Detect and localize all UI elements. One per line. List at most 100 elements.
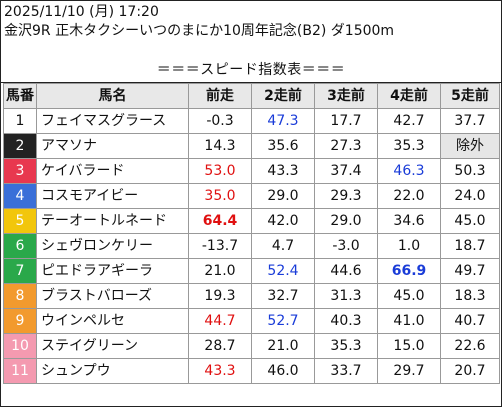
table-row: 2 アマソナ 14.3 35.6 27.3 35.3 除外 bbox=[3, 133, 500, 159]
speed-index-cell: 35.0 bbox=[188, 183, 252, 209]
table-row: 8 ブラストバローズ 19.3 32.7 31.3 45.0 18.3 bbox=[3, 283, 500, 309]
horse-number: 3 bbox=[3, 158, 37, 184]
speed-index-cell: 19.3 bbox=[188, 283, 252, 309]
speed-index-cell: -13.7 bbox=[188, 233, 252, 259]
speed-index-cell: 40.3 bbox=[314, 308, 378, 334]
speed-index-cell: 41.0 bbox=[377, 308, 441, 334]
speed-index-cell: -0.3 bbox=[188, 108, 252, 134]
horse-name: テーオートルネード bbox=[36, 208, 189, 234]
table-subtitle: ＝＝＝スピード指数表＝＝＝ bbox=[156, 62, 346, 78]
speed-index-cell: 50.3 bbox=[440, 158, 500, 184]
speed-index-cell: 33.7 bbox=[314, 358, 378, 384]
speed-index-cell: 24.0 bbox=[440, 183, 500, 209]
speed-index-cell: 49.7 bbox=[440, 258, 500, 284]
horse-number: 2 bbox=[3, 133, 37, 159]
speed-index-cell: 47.3 bbox=[251, 108, 315, 134]
speed-index-cell: 29.0 bbox=[314, 208, 378, 234]
speed-index-cell: 45.0 bbox=[377, 283, 441, 309]
column-header: 前走 bbox=[188, 83, 252, 109]
horse-number: 10 bbox=[3, 333, 37, 359]
speed-index-cell: 45.0 bbox=[440, 208, 500, 234]
speed-index-cell: 22.0 bbox=[377, 183, 441, 209]
speed-index-cell: -3.0 bbox=[314, 233, 378, 259]
speed-index-cell: 31.3 bbox=[314, 283, 378, 309]
speed-index-cell: 29.0 bbox=[251, 183, 315, 209]
speed-index-cell: 53.0 bbox=[188, 158, 252, 184]
speed-index-cell: 20.7 bbox=[440, 358, 500, 384]
table-row: 1 フェイマスグラース -0.3 47.3 17.7 42.7 37.7 bbox=[3, 108, 500, 134]
horse-number: 11 bbox=[3, 358, 37, 384]
divider bbox=[1, 82, 501, 83]
table-row: 11 シュンプウ 43.3 46.0 33.7 29.7 20.7 bbox=[3, 358, 500, 384]
horse-name: コスモアイビー bbox=[36, 183, 189, 209]
speed-index-cell: 29.3 bbox=[314, 183, 378, 209]
horse-number: 7 bbox=[3, 258, 37, 284]
speed-index-cell: 14.3 bbox=[188, 133, 252, 159]
table-row: 10 ステイグリーン 28.7 21.0 35.3 15.0 22.6 bbox=[3, 333, 500, 359]
speed-index-cell: 37.4 bbox=[314, 158, 378, 184]
speed-index-cell: 29.7 bbox=[377, 358, 441, 384]
column-header: 5走前 bbox=[440, 83, 500, 109]
speed-index-cell: 43.3 bbox=[251, 158, 315, 184]
speed-index-table: 馬番 馬名 前走 2走前 3走前 4走前 5走前 1 フェイマスグラース -0.3 47.3 17.… bbox=[3, 83, 500, 384]
horse-number: 8 bbox=[3, 283, 37, 309]
speed-index-cell: 34.6 bbox=[377, 208, 441, 234]
speed-index-cell: 52.7 bbox=[251, 308, 315, 334]
speed-index-cell: 43.3 bbox=[188, 358, 252, 384]
speed-index-cell: 46.0 bbox=[251, 358, 315, 384]
horse-name: シュンプウ bbox=[36, 358, 189, 384]
horse-name: アマソナ bbox=[36, 133, 189, 159]
speed-index-cell: 21.0 bbox=[188, 258, 252, 284]
speed-index-cell: 18.3 bbox=[440, 283, 500, 309]
race-title: 金沢9R 正木タクシーいつのまにか10周年記念(B2) ダ1500m bbox=[4, 23, 395, 39]
speed-index-cell: 37.7 bbox=[440, 108, 500, 134]
horse-name: ピエドラアギーラ bbox=[36, 258, 189, 284]
table-body: 1 フェイマスグラース -0.3 47.3 17.7 42.7 37.7 2 アマソナ 14.3 3… bbox=[3, 108, 500, 384]
table-row: 7 ピエドラアギーラ 21.0 52.4 44.6 66.9 49.7 bbox=[3, 258, 500, 284]
horse-name: シェヴロンケリー bbox=[36, 233, 189, 259]
horse-name: ケイバラード bbox=[36, 158, 189, 184]
horse-number: 1 bbox=[3, 108, 37, 134]
table-row: 6 シェヴロンケリー -13.7 4.7 -3.0 1.0 18.7 bbox=[3, 233, 500, 259]
speed-index-cell: 42.7 bbox=[377, 108, 441, 134]
table-row: 4 コスモアイビー 35.0 29.0 29.3 22.0 24.0 bbox=[3, 183, 500, 209]
table-header-row: 馬番 馬名 前走 2走前 3走前 4走前 5走前 bbox=[3, 83, 500, 109]
speed-index-cell: 35.3 bbox=[377, 133, 441, 159]
speed-index-cell: 52.4 bbox=[251, 258, 315, 284]
speed-index-cell: 21.0 bbox=[251, 333, 315, 359]
speed-index-cell: 28.7 bbox=[188, 333, 252, 359]
speed-index-cell: 27.3 bbox=[314, 133, 378, 159]
speed-index-cell: 35.3 bbox=[314, 333, 378, 359]
speed-index-cell: 44.7 bbox=[188, 308, 252, 334]
speed-index-cell: 40.7 bbox=[440, 308, 500, 334]
column-header: 馬名 bbox=[36, 83, 189, 109]
table-row: 5 テーオートルネード 64.4 42.0 29.0 34.6 45.0 bbox=[3, 208, 500, 234]
speed-index-cell: 18.7 bbox=[440, 233, 500, 259]
horse-number: 5 bbox=[3, 208, 37, 234]
speed-index-cell: 除外 bbox=[440, 133, 500, 159]
column-header: 馬番 bbox=[3, 83, 37, 109]
horse-name: ブラストバローズ bbox=[36, 283, 189, 309]
speed-index-cell: 1.0 bbox=[377, 233, 441, 259]
speed-index-cell: 4.7 bbox=[251, 233, 315, 259]
speed-index-cell: 64.4 bbox=[188, 208, 252, 234]
table-row: 3 ケイバラード 53.0 43.3 37.4 46.3 50.3 bbox=[3, 158, 500, 184]
horse-number: 4 bbox=[3, 183, 37, 209]
speed-index-cell: 66.9 bbox=[377, 258, 441, 284]
horse-name: ウインペルセ bbox=[36, 308, 189, 334]
speed-index-cell: 15.0 bbox=[377, 333, 441, 359]
speed-index-cell: 22.6 bbox=[440, 333, 500, 359]
horse-name: フェイマスグラース bbox=[36, 108, 189, 134]
column-header: 2走前 bbox=[251, 83, 315, 109]
speed-index-cell: 44.6 bbox=[314, 258, 378, 284]
speed-index-cell: 35.6 bbox=[251, 133, 315, 159]
speed-index-cell: 17.7 bbox=[314, 108, 378, 134]
horse-number: 6 bbox=[3, 233, 37, 259]
speed-index-cell: 46.3 bbox=[377, 158, 441, 184]
speed-index-cell: 42.0 bbox=[251, 208, 315, 234]
horse-number: 9 bbox=[3, 308, 37, 334]
column-header: 4走前 bbox=[377, 83, 441, 109]
race-datetime: 2025/11/10 (月) 17:20 bbox=[4, 4, 159, 20]
horse-name: ステイグリーン bbox=[36, 333, 189, 359]
